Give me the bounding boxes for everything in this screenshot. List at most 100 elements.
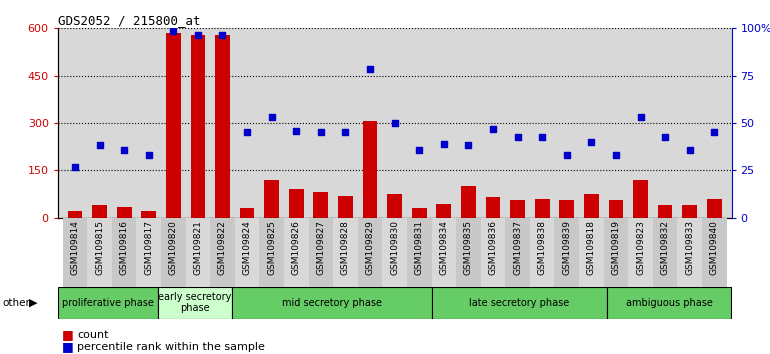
Point xyxy=(216,32,229,38)
Text: GSM109838: GSM109838 xyxy=(537,220,547,275)
Text: GSM109824: GSM109824 xyxy=(243,220,252,275)
Point xyxy=(241,130,253,135)
Point xyxy=(462,142,474,148)
Bar xyxy=(264,180,279,218)
Point xyxy=(708,130,721,135)
Point xyxy=(340,130,352,135)
Point xyxy=(684,147,696,153)
Text: mid secretory phase: mid secretory phase xyxy=(283,298,382,308)
Text: GSM109835: GSM109835 xyxy=(464,220,473,275)
Bar xyxy=(554,218,579,287)
Bar xyxy=(407,218,431,287)
Bar xyxy=(456,218,480,287)
Point xyxy=(511,135,524,140)
Bar xyxy=(511,200,525,218)
Bar xyxy=(161,218,186,287)
Point xyxy=(561,152,573,158)
Bar xyxy=(62,218,87,287)
Bar xyxy=(166,33,181,218)
Bar xyxy=(682,205,697,218)
Text: GSM109831: GSM109831 xyxy=(415,220,424,275)
Bar xyxy=(559,200,574,218)
Text: GSM109814: GSM109814 xyxy=(71,220,79,275)
Bar xyxy=(117,207,132,218)
Bar xyxy=(535,199,550,218)
Bar xyxy=(313,193,328,218)
Text: percentile rank within the sample: percentile rank within the sample xyxy=(77,342,265,352)
Text: GSM109830: GSM109830 xyxy=(390,220,399,275)
Bar xyxy=(480,218,505,287)
Bar xyxy=(633,180,648,218)
Point xyxy=(93,142,105,148)
Point xyxy=(388,120,400,126)
Bar xyxy=(607,287,731,319)
Text: ▶: ▶ xyxy=(29,298,38,308)
Bar xyxy=(628,218,653,287)
Bar xyxy=(92,205,107,218)
Bar xyxy=(358,218,383,287)
Point xyxy=(290,128,303,134)
Bar xyxy=(486,197,500,218)
Bar xyxy=(707,199,721,218)
Bar xyxy=(461,186,476,218)
Point xyxy=(610,152,622,158)
Bar xyxy=(432,287,607,319)
Bar xyxy=(387,194,402,218)
Bar xyxy=(678,218,702,287)
Bar xyxy=(505,218,530,287)
Point xyxy=(167,29,179,34)
Bar xyxy=(579,218,604,287)
Bar xyxy=(530,218,554,287)
Bar xyxy=(309,218,333,287)
Text: GSM109820: GSM109820 xyxy=(169,220,178,275)
Bar xyxy=(289,189,303,218)
Point xyxy=(69,164,81,170)
Bar xyxy=(58,287,158,319)
Text: count: count xyxy=(77,330,109,339)
Bar xyxy=(284,218,309,287)
Bar xyxy=(412,208,427,218)
Bar xyxy=(233,287,432,319)
Point xyxy=(364,67,377,72)
Bar xyxy=(239,208,254,218)
Bar xyxy=(658,205,672,218)
Text: ■: ■ xyxy=(62,328,73,341)
Point xyxy=(536,135,548,140)
Point xyxy=(315,130,327,135)
Bar xyxy=(437,204,451,218)
Bar xyxy=(259,218,284,287)
Bar xyxy=(87,218,112,287)
Point xyxy=(437,141,450,146)
Bar xyxy=(68,211,82,218)
Point xyxy=(585,139,598,145)
Text: GSM109837: GSM109837 xyxy=(513,220,522,275)
Bar xyxy=(383,218,407,287)
Text: GSM109825: GSM109825 xyxy=(267,220,276,275)
Text: GSM109823: GSM109823 xyxy=(636,220,645,275)
Text: GSM109817: GSM109817 xyxy=(144,220,153,275)
Bar xyxy=(136,218,161,287)
Text: ambiguous phase: ambiguous phase xyxy=(626,298,712,308)
Text: GDS2052 / 215800_at: GDS2052 / 215800_at xyxy=(58,14,200,27)
Text: GSM109821: GSM109821 xyxy=(193,220,203,275)
Bar xyxy=(210,218,235,287)
Bar xyxy=(186,218,210,287)
Point xyxy=(659,135,671,140)
Bar xyxy=(584,194,599,218)
Point xyxy=(192,32,204,38)
Point xyxy=(487,126,499,132)
Text: GSM109822: GSM109822 xyxy=(218,220,227,275)
Text: GSM109816: GSM109816 xyxy=(119,220,129,275)
Text: GSM109839: GSM109839 xyxy=(562,220,571,275)
Text: GSM109828: GSM109828 xyxy=(341,220,350,275)
Text: GSM109832: GSM109832 xyxy=(661,220,670,275)
Point xyxy=(142,152,155,158)
Text: GSM109833: GSM109833 xyxy=(685,220,695,275)
Text: GSM109826: GSM109826 xyxy=(292,220,301,275)
Text: GSM109829: GSM109829 xyxy=(366,220,374,275)
Text: GSM109827: GSM109827 xyxy=(316,220,326,275)
Bar xyxy=(431,218,456,287)
Bar xyxy=(604,218,628,287)
Bar xyxy=(363,121,377,218)
Bar xyxy=(338,196,353,218)
